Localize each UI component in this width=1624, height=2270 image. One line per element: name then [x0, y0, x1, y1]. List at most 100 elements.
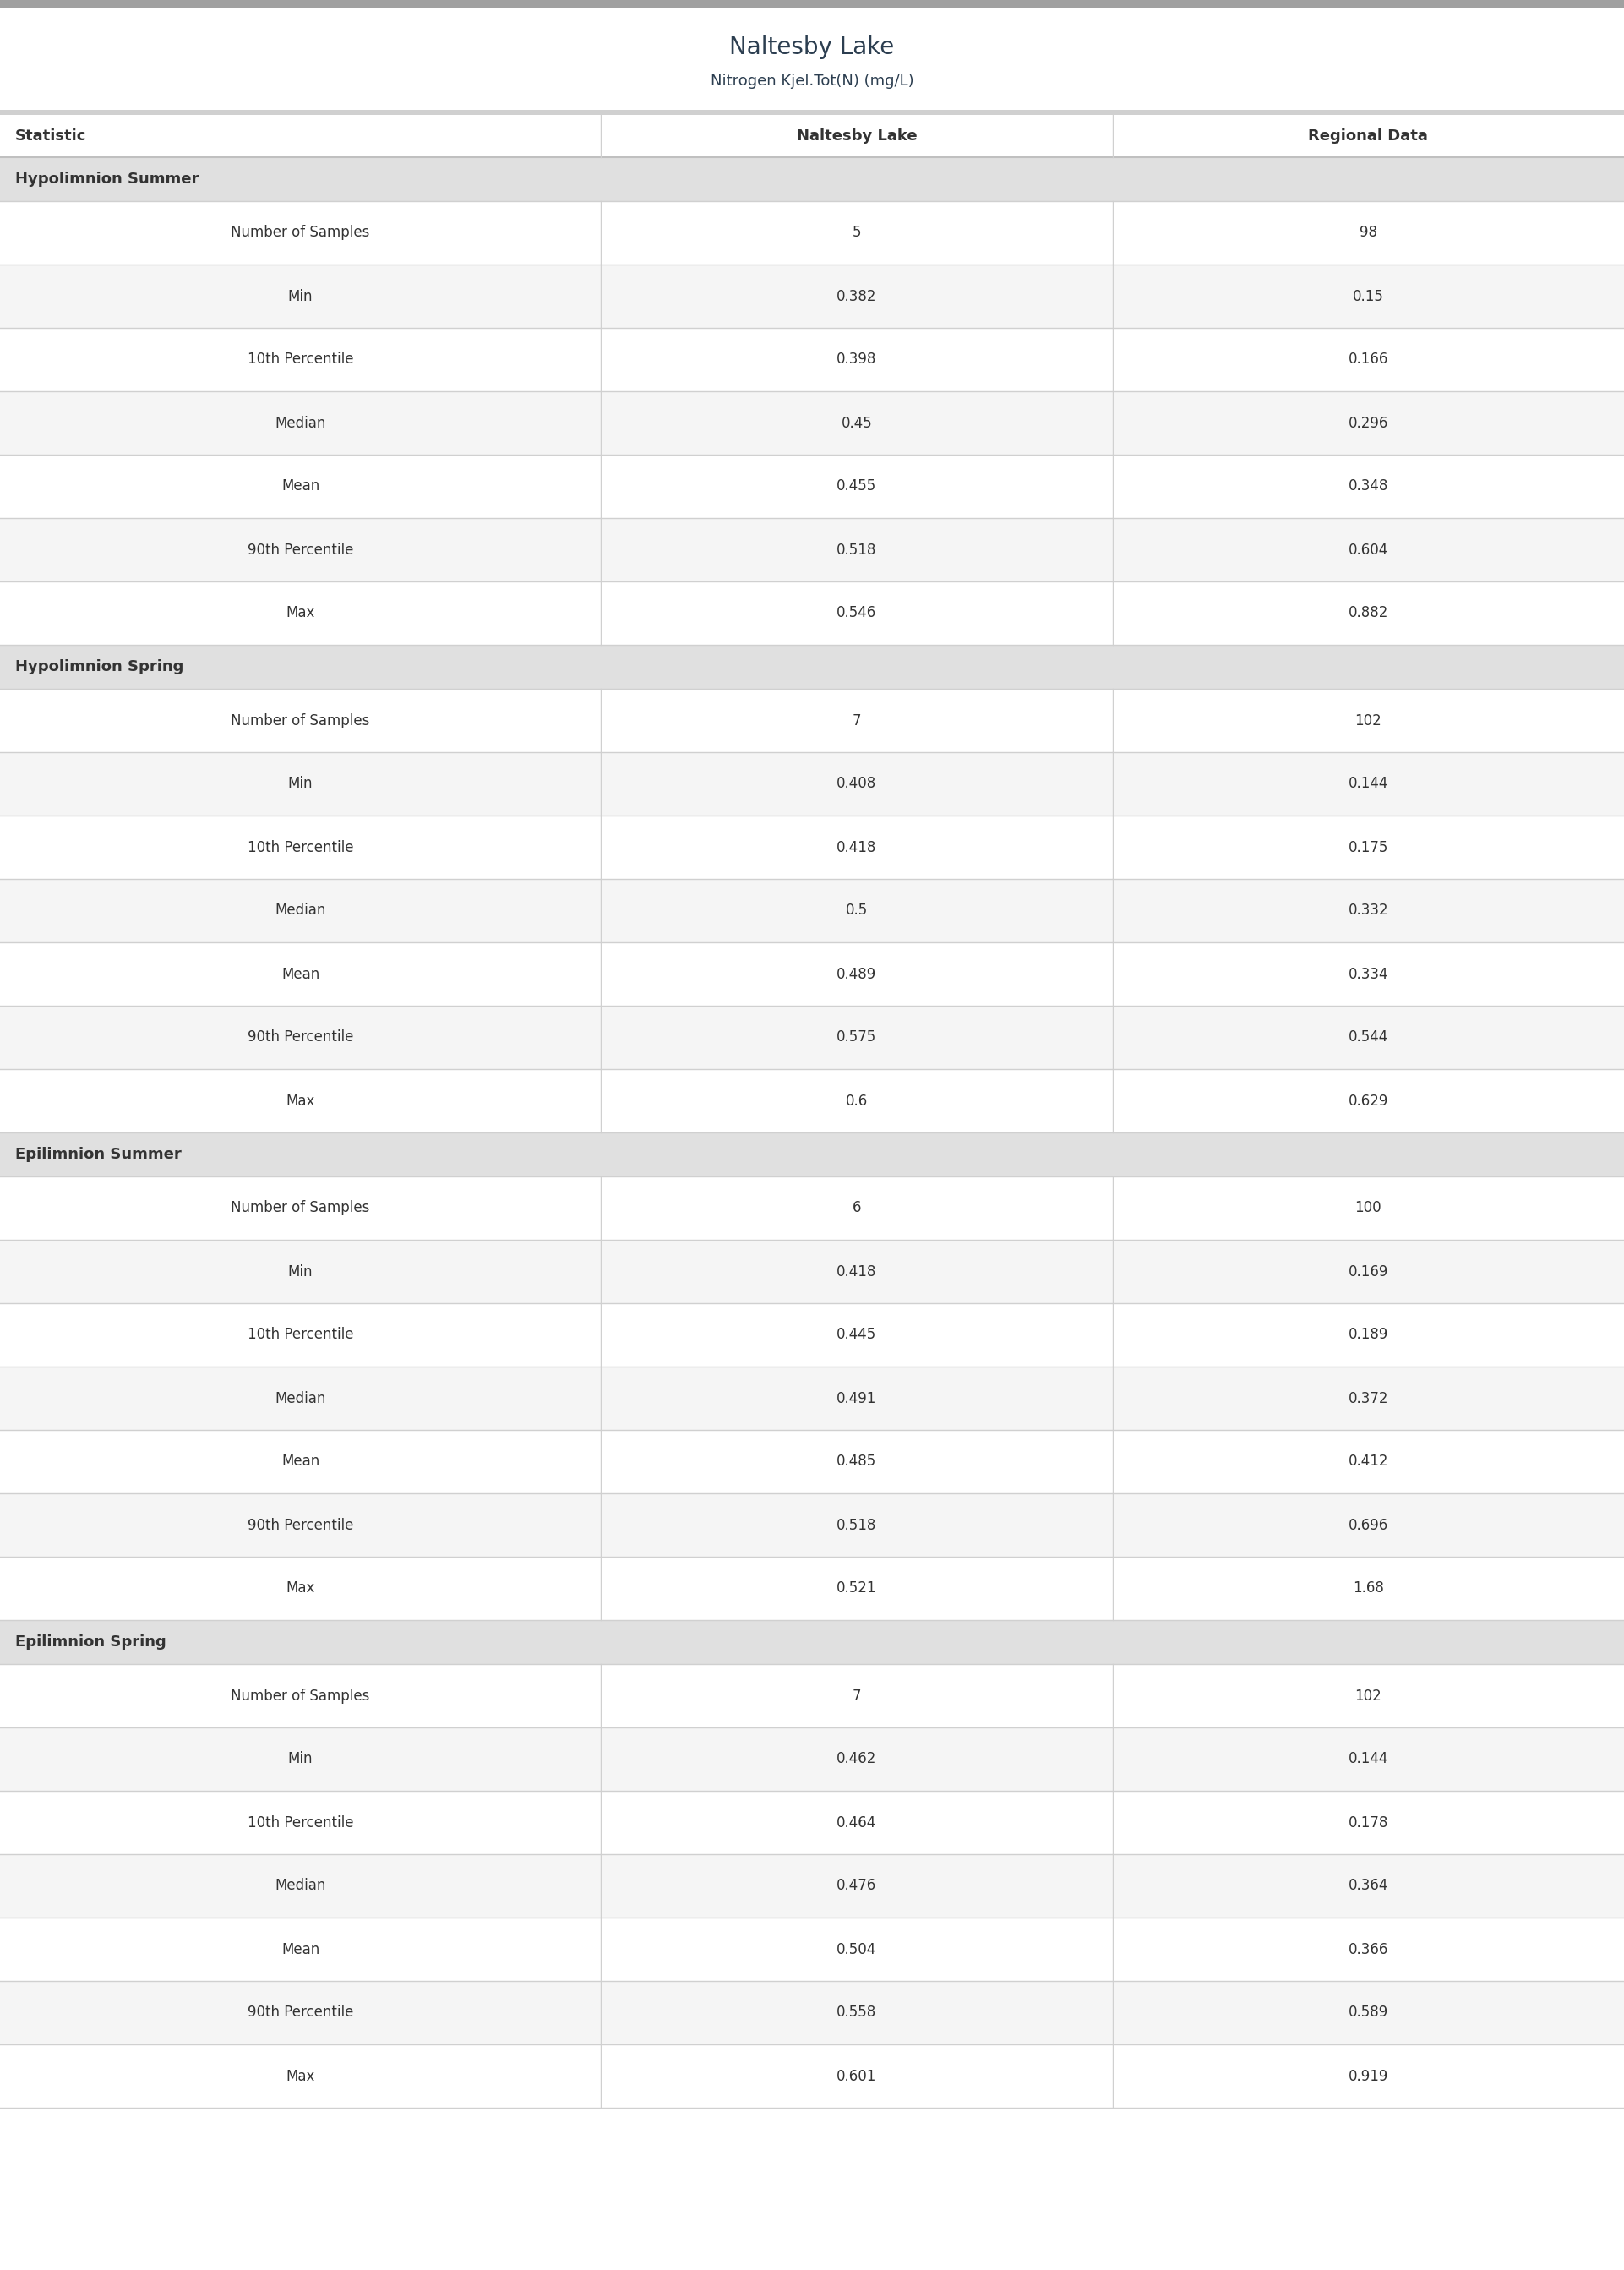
- Bar: [0, 1303, 1624, 1367]
- Bar: [0, 1982, 1624, 2045]
- Text: 5: 5: [853, 225, 861, 241]
- Text: 0.144: 0.144: [1348, 776, 1389, 792]
- Text: 0.332: 0.332: [1348, 903, 1389, 919]
- Text: 0.919: 0.919: [1348, 2068, 1389, 2084]
- Text: 1.68: 1.68: [1353, 1580, 1384, 1596]
- Text: 90th Percentile: 90th Percentile: [247, 543, 354, 558]
- Text: Epilimnion Summer: Epilimnion Summer: [15, 1146, 182, 1162]
- Bar: [0, 518, 1624, 581]
- Text: 10th Percentile: 10th Percentile: [247, 352, 354, 368]
- Text: 0.546: 0.546: [836, 606, 877, 620]
- Text: Epilimnion Spring: Epilimnion Spring: [15, 1634, 166, 1650]
- Text: Number of Samples: Number of Samples: [231, 1201, 370, 1217]
- Text: 102: 102: [1354, 1689, 1382, 1702]
- Text: Regional Data: Regional Data: [1309, 129, 1427, 143]
- Text: 0.476: 0.476: [836, 1877, 877, 1893]
- Text: 90th Percentile: 90th Percentile: [247, 1516, 354, 1532]
- Text: Naltesby Lake: Naltesby Lake: [796, 129, 918, 143]
- Text: Max: Max: [286, 1580, 315, 1596]
- Text: 90th Percentile: 90th Percentile: [247, 1031, 354, 1044]
- Text: 0.6: 0.6: [846, 1094, 867, 1108]
- Text: 0.462: 0.462: [836, 1752, 877, 1766]
- Text: 10th Percentile: 10th Percentile: [247, 840, 354, 856]
- Bar: [0, 327, 1624, 390]
- Text: 102: 102: [1354, 713, 1382, 729]
- Text: 0.518: 0.518: [836, 1516, 877, 1532]
- Text: Statistic: Statistic: [15, 129, 86, 143]
- Text: 0.418: 0.418: [836, 1264, 877, 1278]
- Text: 0.445: 0.445: [836, 1328, 877, 1342]
- Text: 10th Percentile: 10th Percentile: [247, 1816, 354, 1830]
- Bar: [0, 1176, 1624, 1239]
- Bar: [0, 1133, 1624, 1176]
- Bar: [0, 1367, 1624, 1430]
- Text: 0.166: 0.166: [1348, 352, 1389, 368]
- Bar: [0, 815, 1624, 878]
- Text: 7: 7: [853, 713, 861, 729]
- Text: 0.601: 0.601: [836, 2068, 877, 2084]
- Bar: [0, 9, 1624, 109]
- Text: 0.5: 0.5: [846, 903, 867, 919]
- Bar: [0, 1239, 1624, 1303]
- Bar: [0, 878, 1624, 942]
- Bar: [0, 1918, 1624, 1982]
- Bar: [0, 1855, 1624, 1918]
- Text: 98: 98: [1359, 225, 1377, 241]
- Text: 0.348: 0.348: [1348, 479, 1389, 495]
- Bar: [0, 645, 1624, 688]
- Text: 0.175: 0.175: [1348, 840, 1389, 856]
- Text: Number of Samples: Number of Samples: [231, 1689, 370, 1702]
- Bar: [0, 1557, 1624, 1621]
- Text: 0.604: 0.604: [1348, 543, 1389, 558]
- Bar: [0, 1494, 1624, 1557]
- Bar: [0, 390, 1624, 454]
- Text: 0.544: 0.544: [1348, 1031, 1389, 1044]
- Text: 10th Percentile: 10th Percentile: [247, 1328, 354, 1342]
- Text: Number of Samples: Number of Samples: [231, 713, 370, 729]
- Text: 0.189: 0.189: [1348, 1328, 1389, 1342]
- Text: 0.408: 0.408: [836, 776, 877, 792]
- Bar: [0, 1430, 1624, 1494]
- Text: Max: Max: [286, 2068, 315, 2084]
- Text: Hypolimnion Spring: Hypolimnion Spring: [15, 658, 184, 674]
- Text: Min: Min: [287, 288, 313, 304]
- Text: 0.491: 0.491: [836, 1392, 877, 1405]
- Text: 0.144: 0.144: [1348, 1752, 1389, 1766]
- Text: 0.45: 0.45: [841, 415, 872, 431]
- Text: 90th Percentile: 90th Percentile: [247, 2004, 354, 2020]
- Text: 0.464: 0.464: [836, 1816, 877, 1830]
- Text: Min: Min: [287, 1752, 313, 1766]
- Text: 0.518: 0.518: [836, 543, 877, 558]
- Bar: [0, 942, 1624, 1006]
- Text: Min: Min: [287, 1264, 313, 1278]
- Bar: [0, 1727, 1624, 1791]
- Bar: [0, 202, 1624, 266]
- Text: 0.504: 0.504: [836, 1941, 877, 1957]
- Text: 0.696: 0.696: [1348, 1516, 1389, 1532]
- Bar: [0, 1069, 1624, 1133]
- Text: Hypolimnion Summer: Hypolimnion Summer: [15, 173, 198, 186]
- Text: 0.485: 0.485: [836, 1455, 877, 1469]
- Text: 0.364: 0.364: [1348, 1877, 1389, 1893]
- Text: 0.334: 0.334: [1348, 967, 1389, 981]
- Text: 0.882: 0.882: [1348, 606, 1389, 620]
- Bar: [0, 581, 1624, 645]
- Text: 7: 7: [853, 1689, 861, 1702]
- Bar: [0, 688, 1624, 751]
- Text: Min: Min: [287, 776, 313, 792]
- Bar: [0, 1621, 1624, 1664]
- Text: 0.629: 0.629: [1348, 1094, 1389, 1108]
- Bar: [0, 1664, 1624, 1727]
- Text: Mean: Mean: [281, 1455, 320, 1469]
- Bar: [0, 0, 1624, 9]
- Text: Median: Median: [274, 1877, 326, 1893]
- Bar: [0, 157, 1624, 202]
- Text: Naltesby Lake: Naltesby Lake: [729, 34, 895, 59]
- Text: 0.489: 0.489: [836, 967, 877, 981]
- Text: Median: Median: [274, 1392, 326, 1405]
- Text: 0.15: 0.15: [1353, 288, 1384, 304]
- Text: 0.521: 0.521: [836, 1580, 877, 1596]
- Text: 0.382: 0.382: [836, 288, 877, 304]
- Text: 0.366: 0.366: [1348, 1941, 1389, 1957]
- Text: Number of Samples: Number of Samples: [231, 225, 370, 241]
